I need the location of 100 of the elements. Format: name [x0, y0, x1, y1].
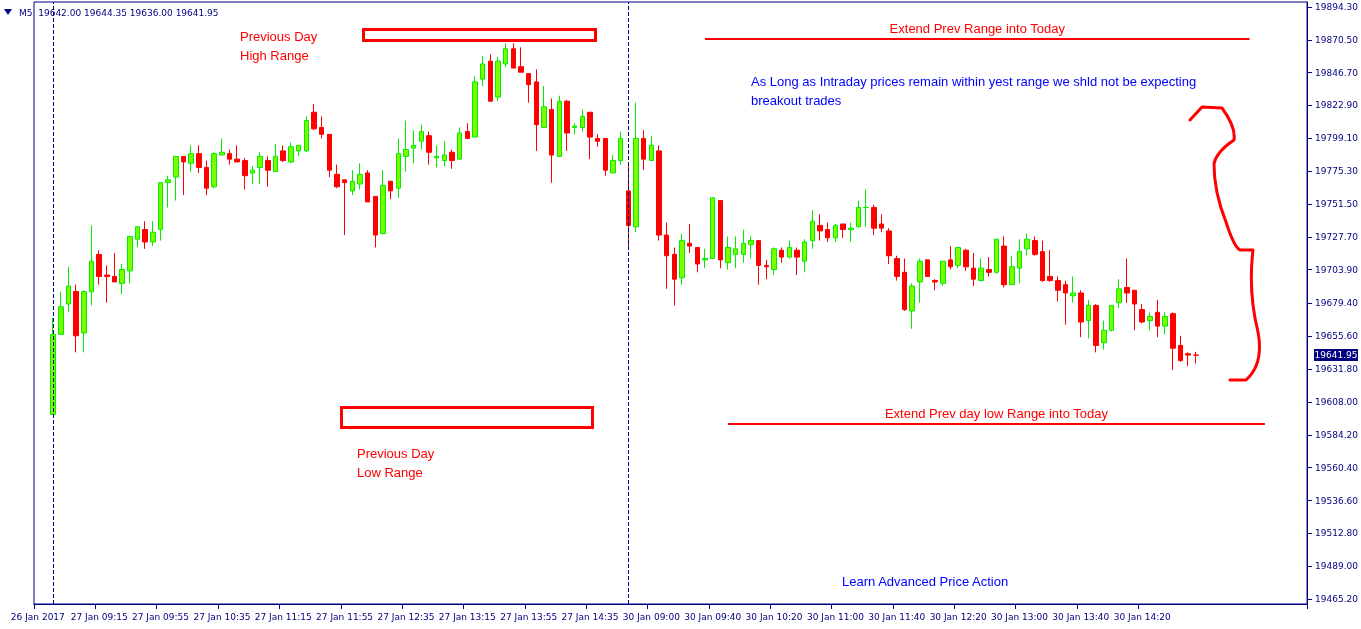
candlestick	[679, 233, 685, 286]
candlestick	[963, 248, 969, 272]
x-tick-label: 30 Jan 09:40	[684, 611, 742, 622]
candlestick	[480, 55, 485, 87]
candlestick	[511, 42, 516, 69]
candlestick	[756, 240, 761, 286]
candlestick	[1009, 255, 1015, 286]
candlestick	[334, 164, 340, 189]
candlestick	[158, 182, 163, 242]
candlestick	[127, 235, 133, 284]
y-tick-label: 19465.20	[1315, 594, 1359, 605]
candlestick	[1063, 280, 1068, 326]
text: M5 19642.00 19644.35 19636.00 19641.95	[19, 7, 219, 18]
candlestick	[1093, 303, 1099, 353]
y-tick-label: 19655.60	[1315, 331, 1359, 342]
candlestick	[1116, 278, 1122, 309]
annotation: Learn Advanced Price Action	[842, 573, 1010, 591]
y-tick-label: 19536.60	[1315, 495, 1359, 506]
candlestick	[396, 137, 401, 199]
candlestick	[119, 263, 125, 295]
candlestick	[871, 204, 877, 236]
candlestick	[419, 124, 424, 150]
candlestick	[1170, 311, 1176, 371]
x-tick-label: 30 Jan 14:20	[1113, 611, 1171, 622]
candlestick	[188, 144, 194, 173]
candlestick	[365, 169, 370, 203]
candlestick	[580, 108, 585, 133]
candlestick	[1162, 311, 1168, 335]
candlestick	[948, 245, 953, 271]
candlestick	[1040, 240, 1045, 283]
candlestick	[112, 252, 117, 283]
candlestick	[564, 99, 570, 152]
candlestick	[304, 115, 309, 153]
candlestick	[672, 246, 677, 306]
candlestick	[848, 222, 854, 243]
y-tick-label: 19560.40	[1315, 462, 1359, 473]
candlestick	[840, 223, 846, 239]
candlestick	[388, 180, 393, 200]
candlestick	[725, 235, 731, 271]
candlestick	[549, 97, 554, 184]
candlestick	[342, 179, 347, 236]
candlestick	[710, 197, 715, 259]
candlestick	[833, 223, 838, 243]
candlestick	[173, 155, 179, 202]
x-tick-label: 27 Jan 12:35	[377, 611, 435, 622]
candlestick	[764, 259, 769, 280]
candlestick	[73, 284, 79, 353]
candlestick	[280, 144, 286, 163]
candlestick	[902, 258, 907, 312]
candlestick	[1109, 304, 1114, 333]
x-tick-label: 30 Jan 13:40	[1052, 611, 1110, 622]
x-tick-label: 27 Jan 09:55	[132, 611, 190, 622]
candlestick	[165, 175, 171, 208]
candlestick	[1185, 351, 1191, 367]
text: 19641.95	[1314, 349, 1358, 361]
candlestick	[1139, 303, 1145, 324]
candlestick	[994, 238, 999, 275]
candlestick	[211, 151, 217, 189]
y-tick-label: 19512.80	[1315, 528, 1359, 539]
candlestick	[219, 137, 225, 156]
candlestick	[457, 126, 462, 160]
candlestick	[350, 169, 355, 196]
candlestick	[488, 53, 493, 102]
candlestick	[955, 246, 961, 269]
candlestick	[748, 235, 754, 259]
candlestick	[1124, 258, 1130, 304]
candlestick	[572, 122, 577, 135]
candlestick	[288, 142, 294, 164]
candlestick	[886, 227, 892, 265]
candlestick	[58, 291, 64, 335]
candlestick	[273, 143, 278, 173]
candlestick	[204, 160, 209, 196]
candlestick	[879, 213, 884, 233]
candlestick	[603, 137, 608, 177]
candlestick	[986, 256, 992, 277]
candlestick	[234, 144, 240, 163]
candlestick	[518, 46, 524, 73]
y-tick-label: 19822.90	[1315, 100, 1359, 111]
candlestick	[787, 240, 792, 259]
candlestick	[1193, 351, 1199, 364]
candlestick	[1147, 311, 1153, 331]
x-tick-label: 30 Jan 10:20	[745, 611, 803, 622]
ref-line-label: Extend Prev day low Range into Today	[884, 406, 1109, 422]
x-tick-label: 30 Jan 09:00	[622, 611, 681, 622]
x-tick-label: 27 Jan 10:35	[193, 611, 251, 622]
candlestick	[96, 249, 102, 286]
candlestick	[1055, 275, 1061, 302]
x-tick-label: 27 Jan 11:15	[254, 611, 312, 622]
candlestick	[434, 144, 439, 168]
candlestick	[357, 162, 363, 191]
candlestick	[664, 222, 669, 290]
x-tick-label: 30 Jan 13:00	[990, 611, 1049, 622]
y-tick-label: 19703.90	[1315, 264, 1359, 275]
candlestick	[733, 235, 738, 269]
candlestick	[1070, 275, 1076, 304]
candlestick	[135, 226, 140, 248]
candlestick	[1101, 320, 1107, 351]
candlestick	[411, 129, 416, 164]
candlestick	[1132, 289, 1137, 331]
candlestick	[465, 122, 470, 139]
